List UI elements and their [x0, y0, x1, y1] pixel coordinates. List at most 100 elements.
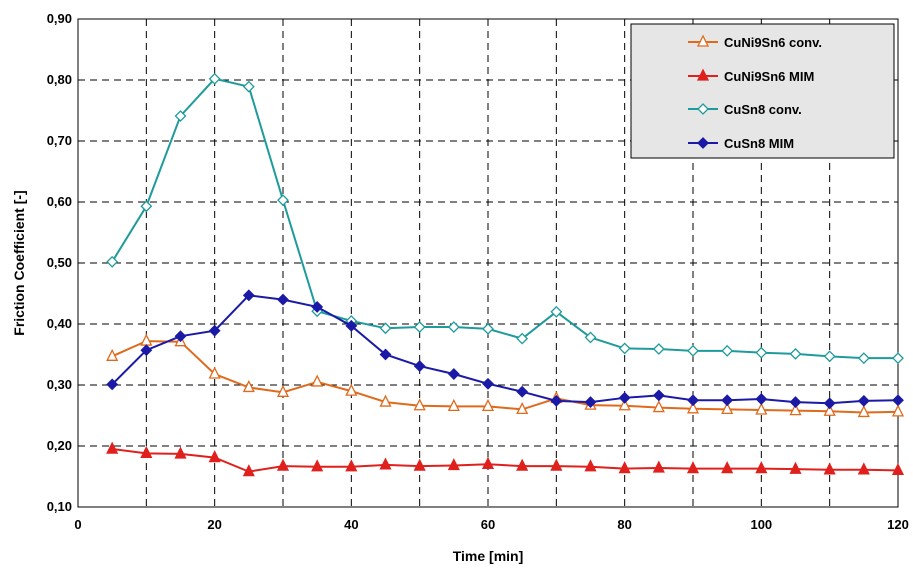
- data-point: [789, 347, 802, 360]
- y-tick-label: 0,60: [47, 194, 72, 209]
- data-point: [277, 293, 289, 306]
- data-point: [379, 322, 392, 335]
- data-point: [413, 458, 426, 471]
- data-point: [413, 398, 426, 411]
- data-point: [652, 389, 665, 402]
- data-point: [516, 385, 529, 398]
- data-point: [584, 331, 597, 344]
- data-point: [208, 324, 221, 337]
- series-3: [106, 289, 904, 410]
- data-point: [516, 401, 529, 415]
- y-tick-label: 0,90: [47, 11, 72, 26]
- series-2: [106, 72, 904, 365]
- data-point: [447, 321, 460, 333]
- data-point: [857, 352, 870, 365]
- data-point: [208, 72, 221, 85]
- data-point: [481, 456, 495, 469]
- data-point: [447, 398, 460, 412]
- data-point: [174, 110, 187, 122]
- data-point: [345, 319, 358, 332]
- y-axis-label: Friction Coefficient [-]: [11, 190, 27, 335]
- data-point: [550, 394, 563, 407]
- data-point: [789, 403, 802, 416]
- data-point: [755, 402, 768, 415]
- data-point: [652, 343, 665, 355]
- series-1: [106, 441, 905, 477]
- data-point: [140, 200, 153, 213]
- data-point: [550, 458, 563, 471]
- data-point: [482, 377, 494, 390]
- legend-swatch-marker: [696, 68, 710, 81]
- data-point: [618, 391, 631, 404]
- data-point: [892, 394, 904, 407]
- data-point: [721, 461, 734, 474]
- tick-labels: 0,10 0,20 0,30 0,40 0,50 0,60 0,70 0,80 0,90 0 20 4…: [47, 11, 909, 532]
- series-line: [112, 448, 899, 473]
- data-point: [652, 400, 665, 413]
- data-point: [584, 459, 597, 472]
- data-point: [584, 396, 597, 408]
- x-tick-label: 120: [887, 517, 909, 532]
- series-0: [106, 333, 905, 418]
- data-point: [550, 305, 563, 318]
- legend-entry-label: CuSn8 MIM: [724, 136, 794, 151]
- x-tick-label: 80: [617, 517, 631, 532]
- legend-swatch-marker: [697, 103, 709, 115]
- data-point: [447, 368, 460, 380]
- y-tick-label: 0,20: [47, 438, 72, 453]
- data-point: [242, 379, 255, 393]
- data-point: [277, 194, 289, 207]
- data-point: [857, 394, 870, 407]
- data-point: [106, 255, 119, 268]
- data-point: [789, 396, 802, 408]
- y-tick-label: 0,10: [47, 499, 72, 514]
- data-point: [106, 441, 119, 454]
- legend-entry-label: CuNi9Sn6 MIM: [724, 69, 814, 84]
- data-point: [242, 289, 255, 302]
- data-point: [311, 301, 324, 313]
- data-point: [721, 344, 734, 357]
- data-point: [242, 464, 255, 477]
- y-tick-label: 0,40: [47, 316, 72, 331]
- data-point: [721, 401, 734, 415]
- series-group: [106, 72, 905, 477]
- data-point: [276, 384, 290, 397]
- data-point: [516, 458, 529, 471]
- legend: CuNi9Sn6 conv. CuNi9Sn6 MIM CuSn8 conv. CuS…: [630, 23, 895, 159]
- data-point: [140, 344, 153, 357]
- x-tick-label: 20: [207, 517, 221, 532]
- data-point: [652, 460, 665, 473]
- data-point: [242, 80, 255, 93]
- data-point: [721, 394, 734, 407]
- series-line: [111, 340, 899, 414]
- data-point: [891, 404, 905, 417]
- data-point: [311, 374, 324, 387]
- data-point: [686, 401, 700, 414]
- data-point: [140, 445, 153, 458]
- data-point: [823, 350, 836, 363]
- data-point: [208, 366, 221, 379]
- data-point: [516, 332, 529, 345]
- data-point: [687, 394, 699, 407]
- legend-entry-label: CuNi9Sn6 conv.: [724, 35, 822, 50]
- data-point: [891, 462, 905, 476]
- data-point: [174, 446, 187, 459]
- data-point: [140, 333, 153, 346]
- data-point: [345, 459, 358, 472]
- x-axis-label: Time [min]: [453, 548, 524, 564]
- data-point: [823, 403, 836, 416]
- data-point: [755, 393, 768, 405]
- data-point: [789, 461, 802, 474]
- data-point: [481, 398, 495, 412]
- data-point: [208, 450, 221, 463]
- data-point: [823, 397, 836, 410]
- data-point: [687, 344, 699, 357]
- legend-box: [630, 23, 895, 159]
- data-point: [311, 459, 324, 472]
- data-point: [618, 342, 631, 355]
- data-point: [755, 461, 768, 474]
- y-tick-label: 0,30: [47, 377, 72, 392]
- x-tick-label: 40: [344, 517, 358, 532]
- legend-swatch-marker: [697, 137, 709, 149]
- data-point: [823, 462, 836, 475]
